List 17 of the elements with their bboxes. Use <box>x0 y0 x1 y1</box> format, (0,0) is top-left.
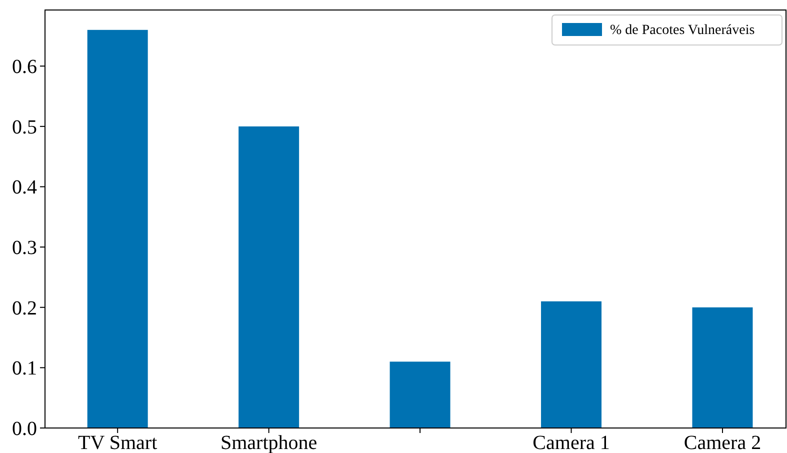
x-tick-label: Camera 1 <box>532 432 610 453</box>
y-tick-label: 0.6 <box>12 56 37 78</box>
x-tick-label: Camera 2 <box>684 432 762 453</box>
y-tick-label: 0.5 <box>12 116 37 138</box>
y-tick-label: 0.0 <box>12 418 37 440</box>
y-tick-label: 0.4 <box>12 176 37 199</box>
legend-label: % de Pacotes Vulneráveis <box>610 23 755 38</box>
bar <box>87 30 148 428</box>
x-tick-label: TV Smart <box>78 432 158 453</box>
x-tick-label: Smartphone <box>220 432 318 453</box>
y-tick-label: 0.2 <box>12 297 37 320</box>
y-tick-label: 0.1 <box>12 358 37 380</box>
bar <box>390 362 450 428</box>
bar <box>238 126 300 428</box>
y-tick-label: 0.3 <box>12 237 37 260</box>
bar <box>541 301 602 428</box>
bar <box>692 307 753 428</box>
